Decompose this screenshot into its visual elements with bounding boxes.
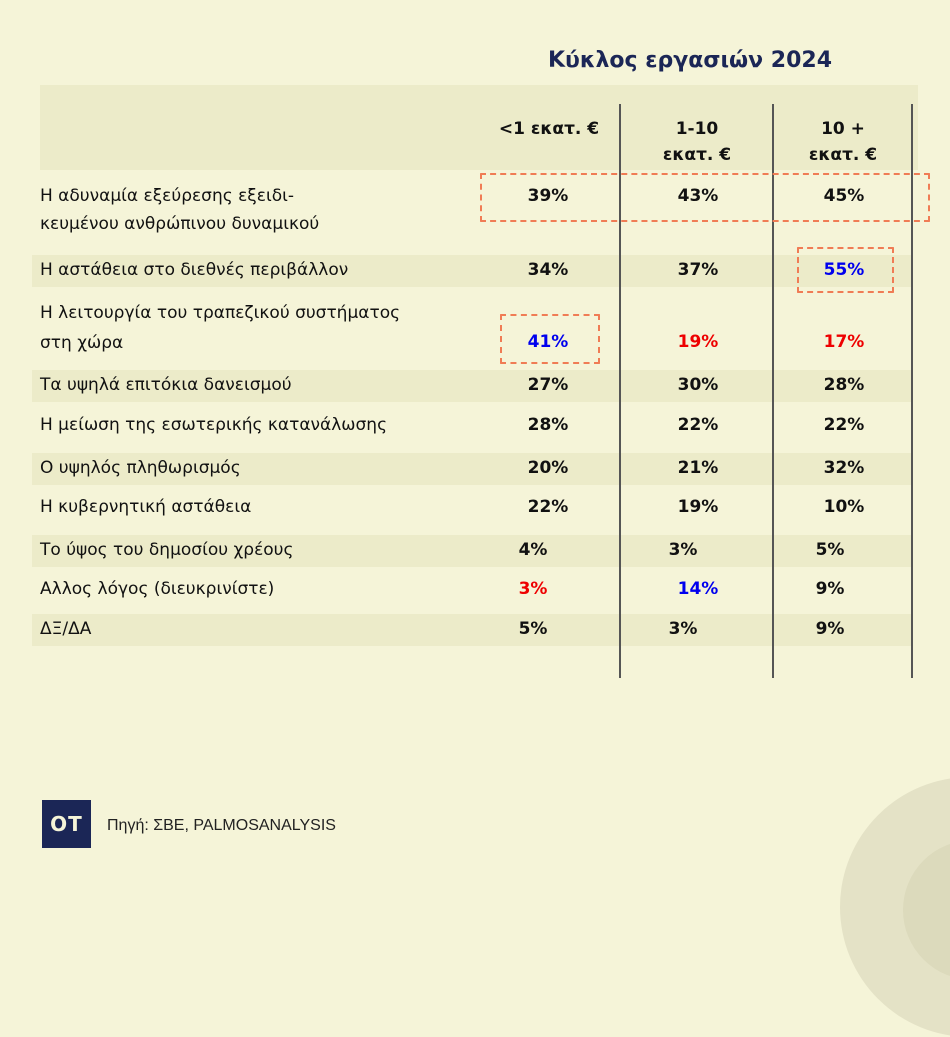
cell-value: 39% [527, 186, 569, 206]
cell-value: 4% [518, 540, 548, 560]
column-header-lt1: <1 εκατ. € [474, 116, 624, 142]
column-header-line1: 1-10 [675, 119, 719, 139]
row-label: Η αδυναμία εξεύρεσης εξειδι- κευμένου αν… [40, 182, 490, 238]
table-title: Κύκλος εργασιών 2024 [547, 48, 833, 73]
row-stripe [32, 453, 912, 485]
cell-value-low: 17% [823, 332, 865, 352]
highlight-box-41 [500, 314, 600, 364]
ot-logo: OT [42, 800, 91, 848]
column-header-line2: εκατ. € [808, 145, 878, 165]
row-stripe [32, 255, 912, 287]
column-header-10plus: 10 + εκατ. € [768, 116, 918, 168]
highlight-box-row1 [480, 173, 930, 222]
row-label: Η κυβερνητική αστάθεια [40, 497, 252, 517]
cell-value: 5% [518, 619, 548, 639]
cell-value-low: 3% [518, 579, 548, 599]
highlight-box-55 [797, 247, 894, 293]
row-label: Η αστάθεια στο διεθνές περιβάλλον [40, 260, 349, 280]
cell-value: 32% [823, 458, 865, 478]
source-note: Πηγή: ΣΒΕ, PALMOSANALYSIS [107, 817, 336, 834]
cell-value: 28% [823, 375, 865, 395]
cell-value-highlight: 41% [527, 332, 569, 352]
column-divider [619, 104, 621, 678]
row-label: Το ύψος του δημοσίου χρέους [40, 540, 294, 560]
cell-value: 37% [677, 260, 719, 280]
cell-value: 27% [527, 375, 569, 395]
cell-value: 30% [677, 375, 719, 395]
row-stripe [32, 370, 912, 402]
row-label: Η λειτουργία του τραπεζικού συστήματος σ… [40, 298, 490, 358]
cell-value-highlight: 55% [823, 260, 865, 280]
cell-value: 45% [823, 186, 865, 206]
cell-value: 21% [677, 458, 719, 478]
row-label-line1: Η αδυναμία εξεύρεσης εξειδι- [40, 186, 295, 206]
cell-value: 20% [527, 458, 569, 478]
cell-value: 22% [823, 415, 865, 435]
row-label-line1: Η λειτουργία του τραπεζικού συστήματος [40, 303, 401, 323]
cell-value: 43% [677, 186, 719, 206]
cell-value: 3% [668, 540, 698, 560]
cell-value: 34% [527, 260, 569, 280]
header-band [40, 85, 918, 170]
row-stripe [32, 614, 912, 646]
column-header-line2: εκατ. € [662, 145, 732, 165]
row-label: Τα υψηλά επιτόκια δανεισμού [40, 375, 292, 395]
cell-value-highlight: 14% [677, 579, 719, 599]
row-label: ΔΞ/ΔΑ [40, 619, 92, 639]
column-header-line1: 10 + [821, 119, 865, 139]
row-label-line2: κευμένου ανθρώπινου δυναμικού [40, 214, 320, 234]
row-label-line2: στη χώρα [40, 333, 124, 353]
row-label: Αλλος λόγος (διευκρινίστε) [40, 579, 275, 599]
cell-value: 9% [815, 619, 845, 639]
cell-value: 5% [815, 540, 845, 560]
column-header-1-10: 1-10 εκατ. € [622, 116, 772, 168]
row-stripe [32, 535, 912, 567]
cell-value: 9% [815, 579, 845, 599]
column-divider [911, 104, 913, 678]
column-header-line1: <1 εκατ. € [498, 119, 600, 139]
cell-value: 10% [823, 497, 865, 517]
column-divider [772, 104, 774, 678]
cell-value: 22% [677, 415, 719, 435]
cell-value: 19% [677, 497, 719, 517]
cell-value: 28% [527, 415, 569, 435]
row-label: Ο υψηλός πληθωρισμός [40, 458, 241, 478]
cell-value: 3% [668, 619, 698, 639]
row-label: Η μείωση της εσωτερικής κατανάλωσης [40, 415, 388, 435]
cell-value-low: 19% [677, 332, 719, 352]
cell-value: 22% [527, 497, 569, 517]
